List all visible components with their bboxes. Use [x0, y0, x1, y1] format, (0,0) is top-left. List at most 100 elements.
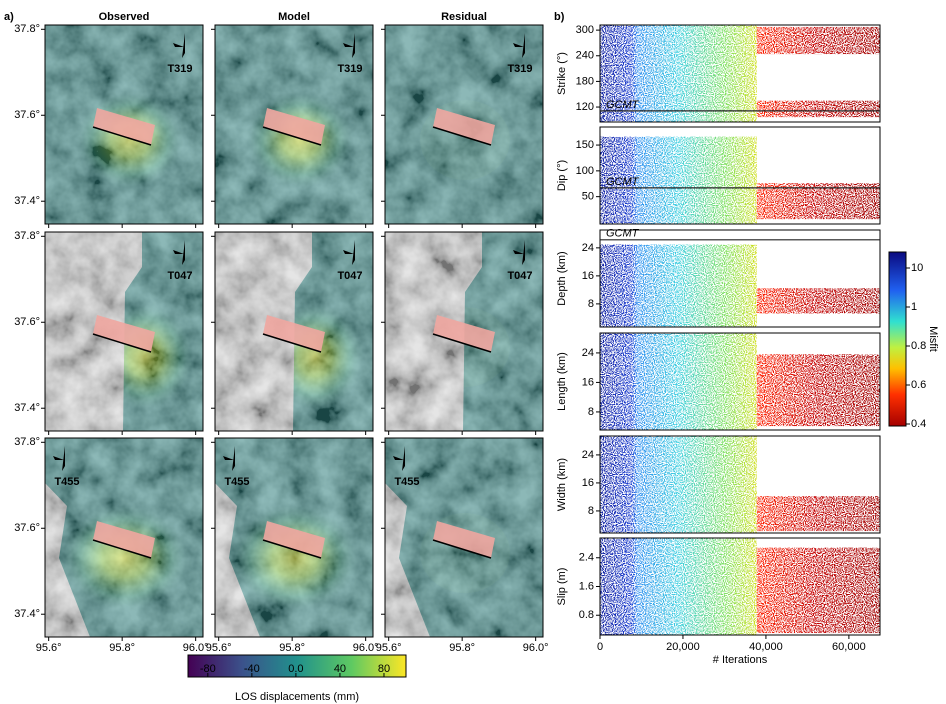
north-arrow — [393, 446, 405, 471]
y-axis-label: Slip (m) — [556, 568, 568, 606]
subplot-frame — [599, 24, 881, 123]
fault-trace — [432, 126, 492, 146]
map — [215, 438, 373, 637]
subplot-frame — [599, 229, 881, 328]
fault-trace — [432, 539, 492, 559]
colorbar-title: LOS displacements (mm) — [235, 691, 359, 703]
fault-plane — [93, 315, 155, 352]
map — [45, 438, 203, 637]
fault-plane — [263, 108, 325, 145]
colorbar-tick-label: 40 — [334, 663, 346, 675]
x-tick-label: 96.0° — [353, 642, 379, 654]
x-tick-label: 96.0° — [523, 642, 549, 654]
fault-trace — [262, 126, 322, 146]
sample-cloud — [600, 333, 757, 430]
y-tick-label: 37.4° — [14, 608, 40, 620]
colorbar-tick-label: 0.4 — [911, 418, 926, 430]
y-tick-label: 24 — [582, 449, 594, 461]
y-tick-label: 300 — [576, 24, 594, 36]
track-label: T455 — [224, 476, 249, 488]
map — [45, 232, 203, 431]
map — [385, 232, 543, 431]
map-frame — [214, 231, 374, 432]
track-label: T319 — [337, 63, 362, 75]
colorbar — [187, 654, 407, 678]
sample-cloud — [756, 496, 880, 532]
north-arrow — [343, 33, 355, 58]
panel-label: b) — [554, 11, 565, 23]
sample-cloud — [756, 26, 880, 55]
y-tick-label: 24 — [582, 347, 594, 359]
y-axis-label: Dip (°) — [556, 160, 568, 191]
y-tick-label: 240 — [576, 50, 594, 62]
colorbar-title: Misfit — [927, 326, 939, 352]
gcmt-label: GCMT — [606, 228, 640, 240]
track-label: T319 — [507, 63, 532, 75]
north-arrow — [223, 446, 235, 471]
map-frame — [214, 437, 374, 638]
y-tick-label: 120 — [576, 101, 594, 113]
y-tick-label: 180 — [576, 75, 594, 87]
sample-cloud — [756, 183, 880, 220]
sample-cloud — [600, 244, 757, 327]
fault-trace — [92, 539, 152, 559]
fault-trace — [262, 333, 322, 353]
y-tick-label: 16 — [582, 270, 594, 282]
sample-cloud — [600, 25, 757, 122]
gcmt-label: GCMT — [606, 176, 640, 188]
map-frame — [384, 231, 544, 432]
density — [600, 25, 880, 122]
y-tick-label: 37.6° — [14, 522, 40, 534]
fault-plane — [263, 315, 325, 352]
map — [215, 232, 373, 431]
map — [215, 25, 373, 224]
y-axis-label: Length (km) — [556, 352, 568, 411]
north-arrow — [513, 33, 525, 58]
y-tick-label: 2.4 — [579, 552, 594, 564]
sample-cloud — [600, 436, 757, 533]
column-title: Observed — [99, 11, 150, 23]
colorbar-tick-label: -40 — [244, 663, 260, 675]
x-tick-label: 0 — [597, 641, 603, 653]
map-frame — [384, 24, 544, 225]
fault-trace — [92, 333, 152, 353]
colorbar — [888, 251, 907, 427]
sample-cloud — [756, 547, 880, 634]
track-label: T047 — [507, 270, 532, 282]
y-tick-label: 37.6° — [14, 316, 40, 328]
y-tick-label: 150 — [576, 139, 594, 151]
map-frame — [44, 437, 204, 638]
colorbar-tick-label: 10 — [911, 262, 923, 274]
track-label: T455 — [394, 476, 419, 488]
colorbar-tick-label: 0.6 — [911, 379, 926, 391]
colorbar-tick-label: 0.0 — [288, 663, 303, 675]
fault-trace — [432, 333, 492, 353]
sample-cloud — [756, 100, 880, 118]
x-tick-label: 60,000 — [832, 641, 866, 653]
track-label: T047 — [337, 270, 362, 282]
map — [45, 25, 203, 224]
north-arrow — [343, 240, 355, 265]
y-tick-label: 1.6 — [579, 580, 594, 592]
fault-plane — [93, 108, 155, 145]
colorbar-tick-label: 0.8 — [911, 340, 926, 352]
x-tick-label: 95.8° — [109, 642, 135, 654]
y-axis-label: Strike (°) — [556, 52, 568, 95]
map — [385, 25, 543, 224]
north-arrow — [173, 240, 185, 265]
x-tick-label: 20,000 — [666, 641, 700, 653]
gcmt-label: GCMT — [606, 99, 640, 111]
x-tick-label: 95.8° — [449, 642, 475, 654]
x-axis-label: # Iterations — [713, 654, 768, 666]
y-tick-label: 16 — [582, 477, 594, 489]
y-tick-label: 50 — [582, 191, 594, 203]
sample-cloud — [756, 354, 880, 427]
x-tick-label: 95.6° — [206, 642, 232, 654]
fault-trace — [92, 126, 152, 146]
y-tick-label: 16 — [582, 376, 594, 388]
fault-plane — [93, 521, 155, 558]
y-tick-label: 100 — [576, 165, 594, 177]
fault-plane — [433, 315, 495, 352]
y-tick-label: 37.4° — [14, 402, 40, 414]
sample-cloud — [600, 136, 757, 224]
